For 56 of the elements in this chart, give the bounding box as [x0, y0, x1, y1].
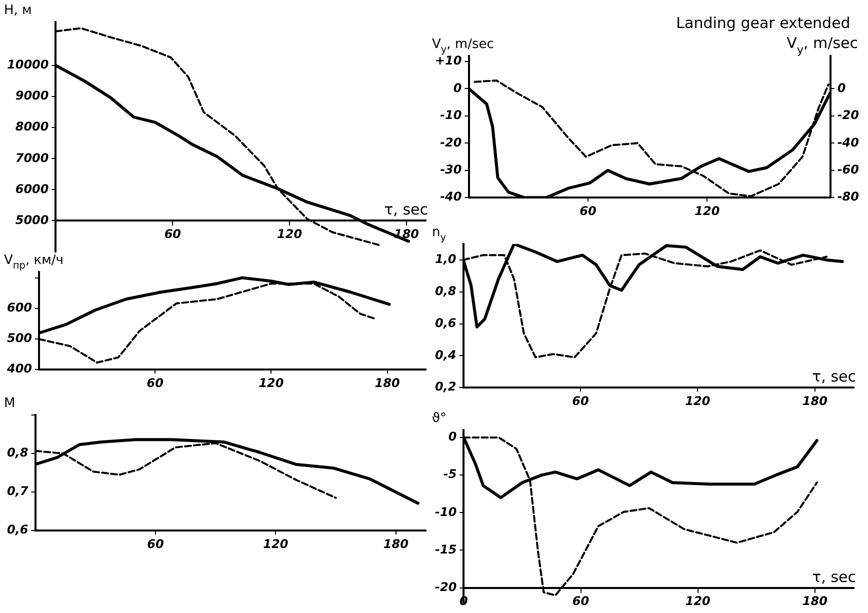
- y-tick-label: 6000: [15, 182, 49, 196]
- y-tick-label: 0,6: [434, 316, 456, 330]
- y-tick-label: 0,8: [434, 284, 456, 298]
- y-axis-title: M: [4, 396, 16, 411]
- y-tick-label: 1,0: [434, 252, 456, 266]
- y-tick-label: -20: [434, 580, 457, 594]
- x-tick-label: 60: [164, 227, 182, 242]
- y-tick-label: 0,2: [434, 380, 456, 394]
- y-tick-label: 8000: [15, 120, 49, 134]
- x-tick-label: 180: [802, 594, 828, 608]
- x-tick-label: 120: [685, 594, 710, 608]
- x-tick-label: 180: [802, 394, 828, 408]
- y-tick-label: 0,6: [6, 522, 28, 537]
- y-tick-label: 0: [448, 430, 457, 444]
- y-axis-title: ϑ°: [432, 411, 447, 426]
- y-tick-label: +10: [434, 54, 462, 68]
- y-tick-label: -5: [443, 467, 457, 482]
- x-axis-title: τ, sec: [384, 200, 428, 219]
- x-tick-label: 180: [374, 376, 400, 390]
- y-tick-label: 400: [6, 362, 32, 376]
- x-tick-label: 60: [146, 376, 164, 390]
- text: Landing gear extended: [676, 14, 850, 32]
- x-tick-label: 120: [258, 376, 284, 390]
- y-tick-label: -15: [434, 542, 457, 556]
- y-axis-title: H, м: [4, 3, 32, 18]
- y-tick-label: 0,8: [6, 446, 28, 460]
- y-tick-label: 600: [6, 300, 32, 315]
- x-tick-label: 120: [277, 227, 302, 242]
- x-tick-label: 120: [685, 394, 710, 408]
- y-tick-label: 0: [453, 80, 462, 95]
- x-axis-title: τ, sec: [812, 568, 856, 586]
- y-tick-label: -10: [434, 504, 457, 519]
- y2-tick-label: -60: [837, 162, 860, 176]
- y-tick-label: 7000: [15, 150, 49, 165]
- y-tick-label: 10000: [7, 58, 49, 72]
- y-tick-label: 0,7: [6, 484, 29, 498]
- y-tick-label: 5000: [15, 212, 49, 227]
- x-tick-label: 60: [580, 204, 596, 218]
- y-tick-label: 0,4: [434, 348, 456, 362]
- y-tick-label: -10: [440, 108, 462, 122]
- x-tick-label: 120: [263, 536, 288, 551]
- y2-tick-label: -40: [837, 135, 860, 150]
- x-tick-label: 60: [147, 536, 164, 551]
- y-tick-label: -40: [440, 190, 462, 204]
- y-tick-label: -20: [440, 135, 462, 150]
- y-tick-label: 500: [6, 331, 32, 346]
- y-tick-label: 9000: [15, 88, 49, 103]
- x-axis-title: τ, sec: [812, 368, 856, 386]
- y2-tick-label: -80: [837, 190, 860, 204]
- x-tick-label: 60: [572, 594, 590, 608]
- y2-tick-label: -20: [837, 108, 860, 122]
- y2-tick-label: 0: [837, 80, 846, 95]
- x-tick-label: 180: [383, 536, 408, 551]
- y-tick-label: -30: [440, 162, 462, 176]
- x-tick-label: 60: [572, 394, 589, 408]
- x-tick-label: 120: [694, 204, 720, 218]
